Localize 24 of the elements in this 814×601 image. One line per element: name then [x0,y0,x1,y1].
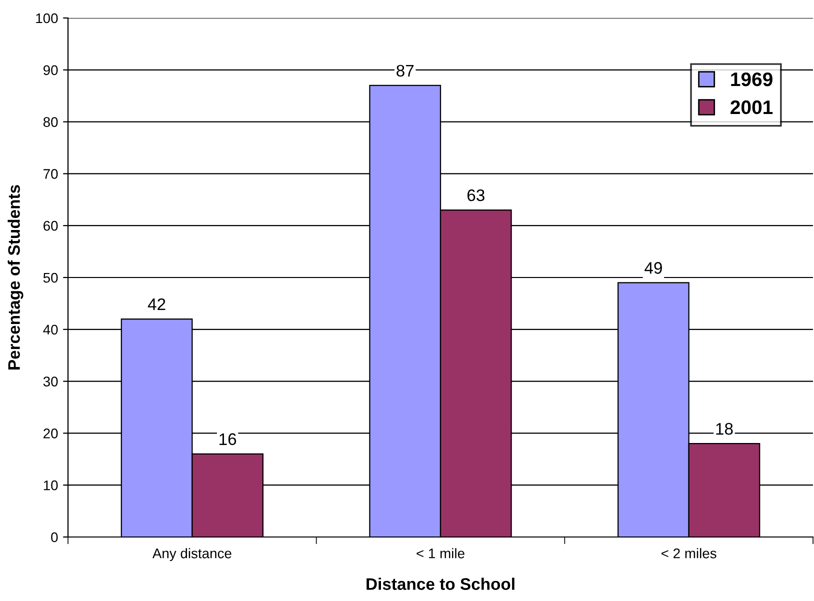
legend-label: 1969 [731,72,772,86]
y-tick-label: 30 [43,376,58,386]
y-tick-label: 60 [44,220,58,231]
y-tick-label: 100 [36,13,58,24]
data-label: 63 [467,189,484,202]
y-tick-label: 80 [43,117,58,127]
y-tick-label: 70 [44,169,58,179]
y-tick-label: 50 [43,272,58,283]
legend-label: 2001 [730,100,773,114]
y-tick-label: 20 [44,428,58,438]
x-tick-label: Any distance [152,548,232,562]
data-label: 16 [220,433,236,446]
data-label: 87 [396,64,414,77]
y-tick-label: 0 [51,532,58,542]
data-label: 42 [148,298,166,310]
x-axis-title: Distance to School [366,578,514,590]
data-label: 18 [716,422,733,435]
y-tick-label: 10 [44,480,58,490]
y-tick-label: 90 [43,65,58,76]
data-label: 49 [644,262,662,274]
x-tick-label: < 1 mile [416,548,464,558]
y-tick-label: 40 [43,324,58,335]
y-axis-title: Percentage of Students [8,185,24,370]
x-tick-label: < 2 miles [662,548,716,558]
